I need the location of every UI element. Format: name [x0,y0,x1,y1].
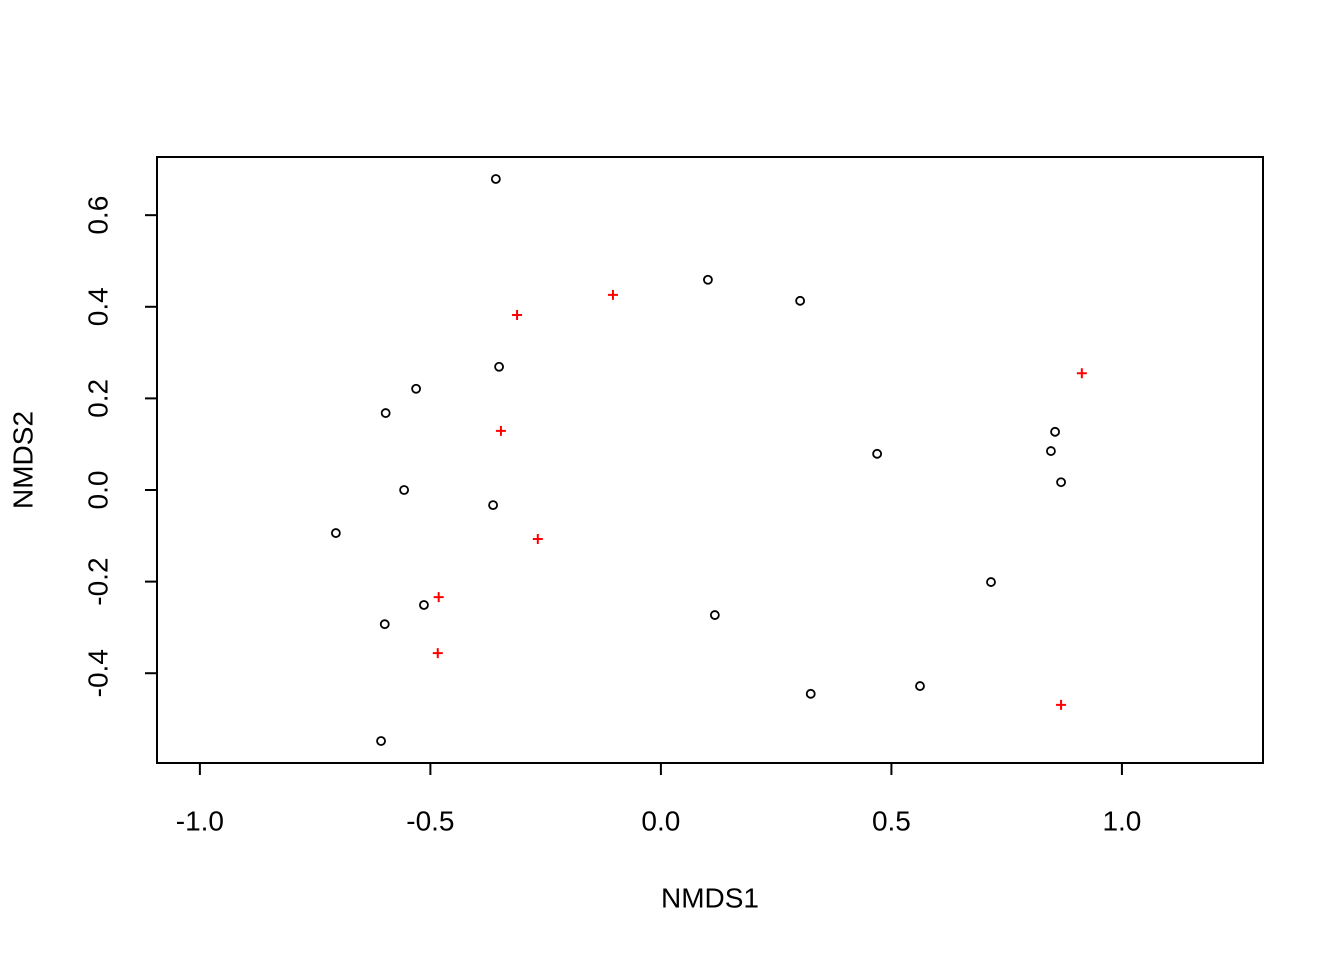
point [986,577,996,587]
point [419,600,429,610]
y-tick-label: 0.6 [82,196,113,235]
point [488,500,498,511]
point [380,408,391,418]
x-tick-label: 0.5 [872,805,911,836]
x-tick-label: -0.5 [406,805,454,836]
x-tick-label: -1.0 [176,805,224,836]
point [709,610,720,620]
point [411,383,421,394]
point [1056,699,1067,710]
point [1050,426,1060,437]
point [607,289,618,300]
point [399,485,410,495]
x-axis-label: NMDS1 [661,882,759,913]
x-tick-label: 1.0 [1102,805,1141,836]
plot-box [156,156,1264,764]
y-tick-label: -0.2 [82,557,113,605]
point [330,528,341,538]
point [1076,368,1087,379]
point [1056,477,1066,488]
point [494,361,504,372]
point [432,648,443,659]
point [495,425,506,436]
point [703,274,713,285]
y-axis-label: NMDS2 [7,411,38,509]
point [872,448,883,459]
point [379,619,390,630]
point [1046,446,1056,456]
y-tick-label: 0.0 [82,471,113,510]
point [532,534,543,545]
point [376,736,386,746]
y-tick-label: 0.2 [82,379,113,418]
y-tick-label: 0.4 [82,287,113,326]
point [805,688,816,699]
point [433,592,444,603]
point [512,310,523,321]
point [490,174,501,184]
point [915,681,925,691]
y-tick-label: -0.4 [82,649,113,697]
x-tick-label: 0.0 [641,805,680,836]
point [795,295,806,306]
